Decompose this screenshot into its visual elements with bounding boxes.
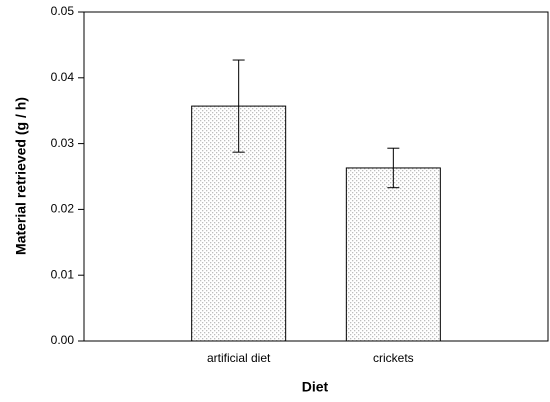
- y-tick-label: 0.02: [51, 202, 75, 216]
- y-tick-label: 0.05: [51, 4, 75, 18]
- x-axis-title: Diet: [302, 379, 329, 395]
- x-tick-label: crickets: [373, 351, 414, 365]
- plot-frame: [83, 11, 549, 342]
- y-tick-label: 0.00: [51, 333, 75, 347]
- y-tick-label: 0.04: [51, 70, 75, 84]
- y-tick-label: 0.01: [51, 267, 75, 281]
- x-tick-label: artificial diet: [207, 351, 271, 365]
- bar: [345, 167, 441, 342]
- y-axis-title: Material retrieved (g / h): [13, 97, 29, 255]
- error-bar: [387, 147, 400, 189]
- y-tick-label: 0.03: [51, 136, 75, 150]
- error-bar: [232, 59, 245, 153]
